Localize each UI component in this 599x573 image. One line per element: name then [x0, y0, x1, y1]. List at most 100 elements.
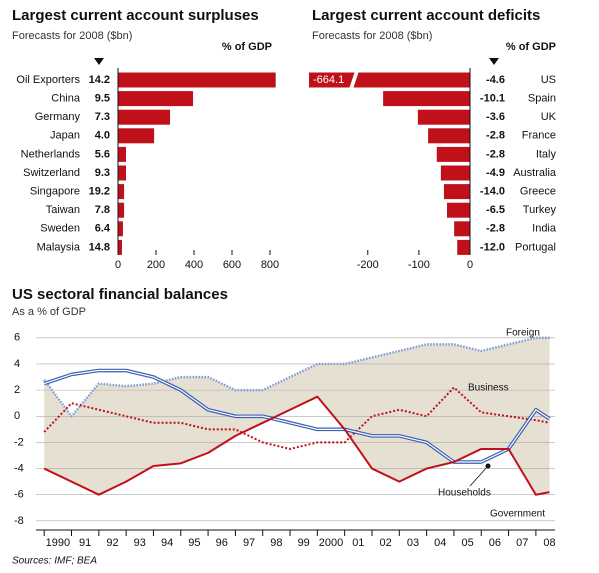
x-tick-label: 03: [407, 537, 419, 549]
gdp-value: 9.3: [95, 167, 110, 179]
gdp-header: % of GDP: [506, 41, 556, 53]
category-label: India: [532, 223, 557, 235]
chart-subtitle: As a % of GDP: [12, 306, 86, 318]
bar: [118, 239, 122, 255]
x-tick-label: 1990: [46, 537, 70, 549]
category-label: Singapore: [30, 186, 80, 198]
label-dot: [485, 463, 491, 469]
gdp-arrow: [94, 58, 104, 65]
bar: [457, 239, 470, 255]
category-label: Oil Exporters: [16, 74, 80, 86]
bar: [118, 128, 155, 144]
x-tick-label: 06: [489, 537, 501, 549]
bar: [447, 202, 470, 218]
x-tick-label: 99: [298, 537, 310, 549]
y-tick-label: 6: [14, 332, 20, 344]
category-label: Greece: [520, 186, 556, 198]
bar: [454, 221, 470, 237]
series-line-inner: [44, 369, 550, 463]
x-tick-label: 200: [147, 259, 165, 271]
bar: [118, 72, 276, 88]
x-tick-label: 98: [270, 537, 282, 549]
bar: [436, 146, 470, 162]
x-tick-label: 93: [134, 537, 146, 549]
gdp-value: 7.8: [95, 204, 110, 216]
x-tick-label: 0: [467, 259, 473, 271]
x-tick-label: 02: [380, 537, 392, 549]
x-tick-label: 07: [516, 537, 528, 549]
x-tick-label: 94: [161, 537, 173, 549]
series-line: [43, 395, 550, 496]
gdp-value: -6.5: [486, 204, 505, 216]
gdp-value: -2.8: [486, 148, 505, 160]
bar-value-label: -664.1: [313, 74, 344, 86]
gdp-value: 4.0: [95, 130, 110, 142]
category-label: Japan: [50, 130, 80, 142]
gdp-header: % of GDP: [222, 41, 272, 53]
y-tick-label: -4: [14, 462, 24, 474]
x-tick-label: 96: [216, 537, 228, 549]
series-label: Households: [438, 488, 491, 499]
category-label: Malaysia: [37, 241, 81, 253]
gdp-value: 14.8: [89, 241, 110, 253]
series-line: [43, 336, 550, 418]
category-label: Germany: [35, 111, 81, 123]
x-tick-label: 05: [461, 537, 473, 549]
category-label: US: [541, 74, 556, 86]
y-tick-label: 2: [14, 384, 20, 396]
gdp-value: -2.8: [486, 130, 505, 142]
x-tick-label: 04: [434, 537, 446, 549]
gdp-value: 6.4: [95, 223, 111, 235]
x-tick-label: 600: [223, 259, 241, 271]
series-label: Government: [490, 509, 545, 520]
bar: [118, 146, 126, 162]
source: Sources: IMF; BEA: [12, 556, 97, 567]
gdp-value: -12.0: [480, 241, 505, 253]
label-leader: [469, 465, 489, 487]
bar: [118, 202, 125, 218]
category-label: Portugal: [515, 241, 556, 253]
y-tick-label: -8: [14, 515, 24, 527]
bar: [118, 109, 171, 125]
y-tick-label: 4: [14, 358, 20, 370]
y-tick-label: -2: [14, 436, 24, 448]
chart-subtitle: Forecasts for 2008 ($bn): [312, 30, 432, 42]
gdp-value: -10.1: [480, 93, 505, 105]
chart-title: Largest current account deficits: [312, 7, 540, 24]
category-label: Turkey: [523, 204, 557, 216]
x-tick-label: 2000: [319, 537, 343, 549]
category-label: Taiwan: [46, 204, 80, 216]
x-tick-label: -100: [408, 259, 430, 271]
bar: [118, 165, 126, 181]
series-label: Business: [468, 383, 509, 394]
x-tick-label: 92: [106, 537, 118, 549]
x-tick-label: 01: [352, 537, 364, 549]
x-tick-label: 800: [261, 259, 279, 271]
gdp-value: 19.2: [89, 186, 110, 198]
bar: [440, 165, 470, 181]
bar-break: [349, 71, 359, 89]
bar: [383, 91, 470, 107]
band-shade: [44, 337, 550, 495]
x-tick-label: 95: [188, 537, 200, 549]
series-label: Foreign: [506, 328, 540, 339]
category-label: Switzerland: [23, 167, 80, 179]
x-tick-label: 91: [79, 537, 91, 549]
y-tick-label: 0: [14, 410, 20, 422]
bar: [428, 128, 470, 144]
category-label: UK: [541, 111, 557, 123]
gdp-value: 14.2: [89, 74, 110, 86]
chart-title: US sectoral financial balances: [12, 286, 228, 303]
x-tick-label: 0: [115, 259, 121, 271]
gdp-value: -3.6: [486, 111, 505, 123]
category-label: China: [51, 93, 81, 105]
bar: [417, 109, 470, 125]
gdp-value: -2.8: [486, 223, 505, 235]
chart-subtitle: Forecasts for 2008 ($bn): [12, 30, 132, 42]
x-tick-label: 97: [243, 537, 255, 549]
x-tick-label: 08: [543, 537, 555, 549]
gdp-value: 9.5: [95, 93, 110, 105]
series-line: [43, 386, 550, 450]
bar: [118, 91, 194, 107]
